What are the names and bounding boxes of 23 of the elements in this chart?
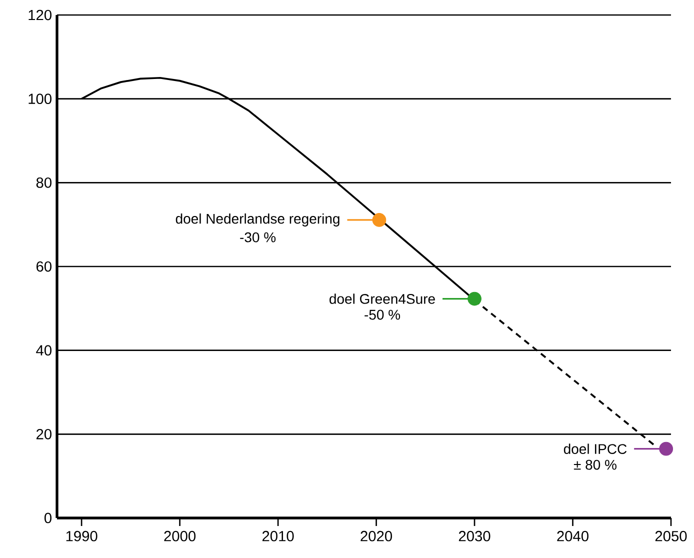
annotation: ± 80 %: [574, 460, 616, 470]
x-tick-label: 2040: [557, 530, 588, 542]
y-tick-label: 120: [28, 10, 52, 20]
annotation: doel Nederlandse regering: [176, 213, 340, 226]
y-tick-label: 20: [36, 428, 52, 440]
y-tick-label: 0: [44, 512, 52, 524]
annotation: doel IPCC: [564, 444, 627, 454]
x-tick-label: 2010: [262, 530, 294, 542]
point: [372, 213, 386, 227]
annotation: doel Green4Sure: [330, 294, 435, 304]
x-tick-label: 2050: [655, 530, 687, 542]
annotation: -50 %: [364, 310, 400, 320]
y-tick-label: 80: [36, 177, 52, 188]
y-tick-label: 100: [28, 94, 52, 104]
annotation: -30 %: [240, 232, 276, 242]
point: [468, 292, 482, 306]
y-tick-label: 40: [36, 345, 52, 356]
x-tick-label: 2030: [458, 530, 490, 542]
x-tick-label: 2000: [164, 530, 196, 542]
y-tick-label: 60: [36, 261, 52, 272]
x-tick-label: 2020: [360, 530, 392, 542]
point: [659, 442, 674, 456]
x-tick-label: 1990: [66, 530, 98, 542]
